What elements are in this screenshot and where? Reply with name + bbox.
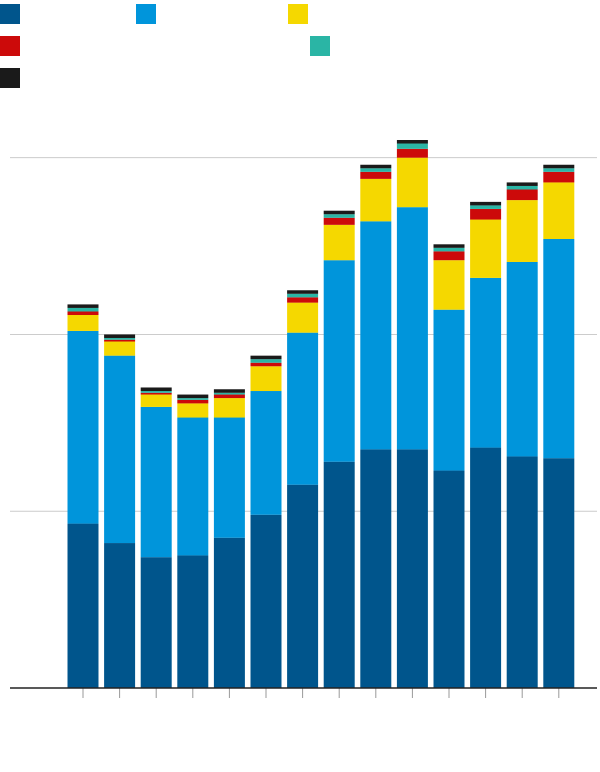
bar-segment — [323, 214, 355, 218]
bar-segment — [470, 205, 502, 209]
legend-swatch — [136, 4, 156, 24]
bar-segment — [104, 337, 136, 340]
bar-segment — [104, 543, 136, 688]
bar-segment — [140, 387, 172, 392]
bar-segment — [67, 315, 99, 331]
bar-segment — [177, 394, 209, 399]
bar-segment — [470, 277, 502, 448]
bar-segment — [360, 164, 392, 169]
bar-segment — [213, 417, 245, 538]
legend-swatch — [0, 4, 20, 24]
bar-segment — [140, 391, 172, 393]
bar-segment — [543, 164, 575, 169]
bar-segment — [213, 389, 245, 393]
bar-segment — [506, 261, 538, 457]
legend-swatch — [288, 4, 308, 24]
bar-segment — [396, 143, 428, 149]
bar-segment — [396, 449, 428, 688]
bar-segment — [323, 210, 355, 215]
bar-segment — [67, 330, 99, 524]
bar-segment — [287, 297, 319, 303]
bar-segment — [360, 449, 392, 688]
bar-segment — [433, 260, 465, 310]
bar-segment — [104, 341, 136, 356]
bar-segment — [470, 219, 502, 278]
bar-segment — [104, 339, 136, 342]
bar-segment — [213, 394, 245, 399]
bar-segment — [396, 148, 428, 158]
bar-segment — [470, 208, 502, 220]
bar-segment — [104, 334, 136, 338]
bar-segment — [506, 185, 538, 190]
bar-segment — [287, 302, 319, 333]
bar-segment — [250, 391, 282, 515]
bar-segment — [104, 355, 136, 544]
bar-segment — [140, 557, 172, 688]
bar-segment — [177, 417, 209, 556]
bar-segment — [323, 217, 355, 225]
bar-segment — [177, 403, 209, 418]
bar-segment — [433, 470, 465, 688]
bar-segment — [506, 200, 538, 262]
bar-segment — [470, 201, 502, 206]
bar-segment — [250, 514, 282, 688]
bar-segment — [543, 171, 575, 183]
bar-segment — [433, 244, 465, 248]
bar-segment — [470, 447, 502, 688]
bar-segment — [506, 182, 538, 186]
bar-segment — [213, 398, 245, 418]
bar-segment — [250, 355, 282, 360]
bar-segment — [396, 207, 428, 450]
bar-segment — [543, 238, 575, 459]
legend-swatch — [0, 36, 20, 56]
bar-segment — [360, 168, 392, 172]
bar-segment — [360, 178, 392, 222]
bar-segment — [287, 332, 319, 485]
bar-segment — [396, 157, 428, 208]
bar-segment — [323, 224, 355, 261]
bar-segment — [67, 523, 99, 688]
bar-segment — [433, 247, 465, 252]
bar-segment — [140, 392, 172, 395]
bar-segment — [287, 293, 319, 298]
bar-segment — [213, 392, 245, 395]
bar-segment — [287, 290, 319, 294]
bar-segment — [177, 399, 209, 404]
bar-segment — [213, 537, 245, 688]
bar-segment — [67, 307, 99, 312]
bar-segment — [323, 260, 355, 462]
bar-segment — [360, 171, 392, 179]
bar-segment — [140, 394, 172, 407]
bar-segment — [433, 309, 465, 471]
bar-segment — [506, 456, 538, 688]
bar-segment — [177, 398, 209, 400]
legend-swatch — [310, 36, 330, 56]
bar-segment — [543, 458, 575, 688]
bar-segment — [67, 311, 99, 316]
bar-segment — [250, 366, 282, 392]
bar-segment — [506, 189, 538, 201]
bar-segment — [250, 359, 282, 363]
bar-segment — [140, 406, 172, 558]
bar-segment — [323, 461, 355, 688]
bar-segment — [287, 484, 319, 688]
bar-segment — [67, 304, 99, 308]
legend-swatch — [0, 68, 20, 88]
bar-segment — [177, 555, 209, 688]
bar-segment — [360, 221, 392, 450]
bar-segment — [543, 168, 575, 172]
bar-segment — [543, 182, 575, 239]
bar-segment — [396, 140, 428, 144]
bar-segment — [250, 362, 282, 367]
bar-segment — [433, 251, 465, 261]
